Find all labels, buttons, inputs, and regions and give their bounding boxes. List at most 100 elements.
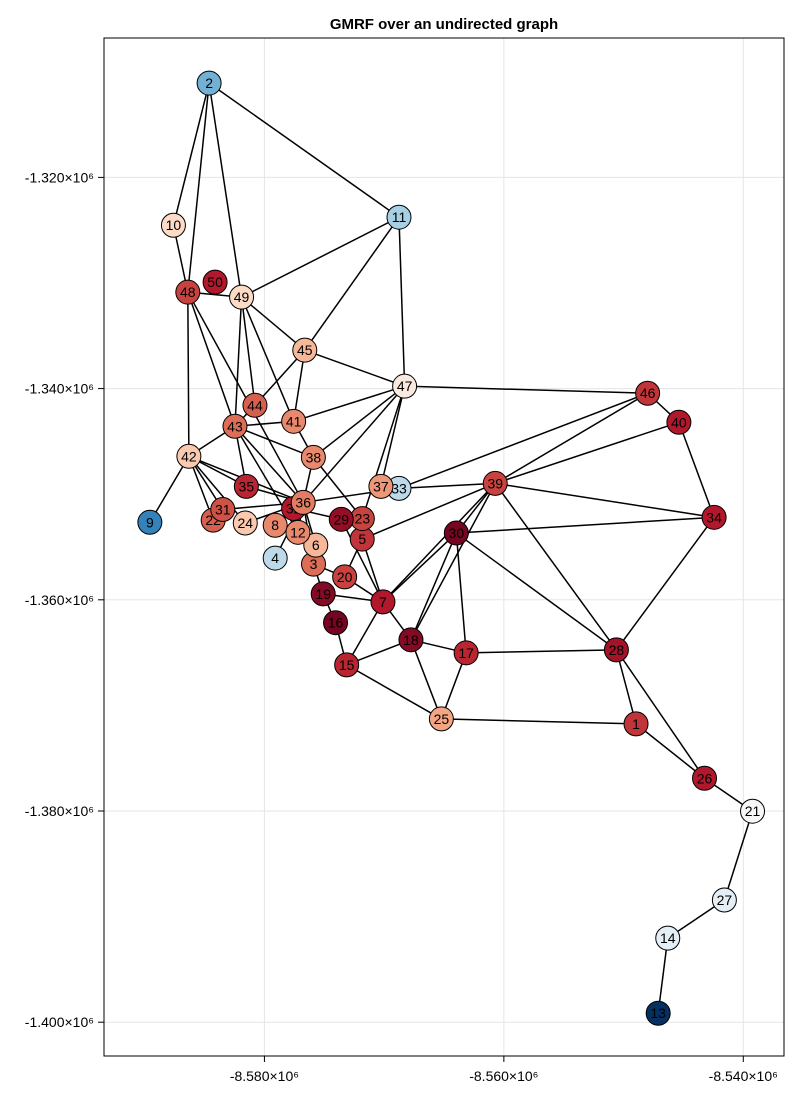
node-6 [303, 532, 329, 558]
node-label-15: 15 [339, 657, 355, 673]
node-45 [292, 337, 318, 363]
edge-43-38 [234, 425, 314, 459]
node-label-13: 13 [650, 1005, 666, 1021]
node-19 [310, 581, 336, 607]
edge-28-1 [615, 649, 637, 725]
node-label-8: 8 [271, 517, 279, 533]
node-38 [300, 444, 326, 470]
node-43 [222, 413, 248, 439]
edge-39-34 [495, 482, 715, 519]
node-11 [386, 204, 412, 230]
chart-title: GMRF over an undirected graph [329, 16, 559, 33]
node-label-7: 7 [379, 594, 387, 610]
node-label-12: 12 [290, 524, 306, 540]
node-24 [232, 510, 258, 536]
edge-11-45 [304, 216, 400, 351]
node-48 [175, 279, 201, 305]
node-label-33: 33 [391, 480, 407, 496]
edge-2-11 [208, 82, 400, 218]
node-12 [285, 519, 311, 545]
y-tick-label: -1.380×10⁶ [25, 803, 94, 819]
edge-23-38 [312, 456, 363, 520]
edge-18-25 [410, 639, 443, 720]
node-label-39: 39 [487, 475, 503, 491]
edge-47-38 [312, 385, 406, 458]
edge-49-43 [234, 297, 243, 427]
node-28 [603, 637, 629, 663]
node-label-26: 26 [697, 770, 713, 786]
node-label-6: 6 [312, 537, 320, 553]
edge-49-45 [241, 296, 306, 351]
node-label-34: 34 [706, 509, 722, 525]
node-29 [328, 506, 354, 532]
node-label-20: 20 [337, 569, 353, 585]
y-tick-label: -1.320×10⁶ [25, 169, 94, 185]
edge-17-30 [455, 532, 467, 653]
edge-17-28 [466, 649, 617, 654]
edge-48-43 [187, 291, 236, 427]
node-34 [701, 504, 727, 530]
node-label-18: 18 [403, 632, 419, 648]
node-36 [290, 489, 316, 515]
node-label-41: 41 [286, 413, 302, 429]
node-label-36: 36 [295, 494, 311, 510]
node-label-47: 47 [397, 378, 413, 394]
node-label-9: 9 [146, 514, 154, 530]
node-47 [392, 373, 418, 399]
edge-43-36 [234, 425, 304, 503]
edge-47-23 [361, 385, 406, 519]
edge-49-41 [240, 296, 295, 422]
edge-45-47 [304, 349, 405, 387]
node-14 [655, 925, 681, 951]
edge-14-13 [657, 938, 669, 1014]
edge-11-47 [398, 217, 406, 387]
edge-42-24 [188, 455, 246, 524]
edge-7-30 [382, 532, 457, 603]
x-tick-label: -8.540×10⁶ [709, 1068, 778, 1084]
node-label-2: 2 [205, 75, 213, 91]
edge-18-30 [410, 532, 458, 641]
node-label-19: 19 [315, 586, 331, 602]
node-10 [160, 212, 186, 238]
node-27 [711, 887, 737, 913]
node-label-42: 42 [181, 448, 197, 464]
node-46 [635, 380, 661, 406]
node-40 [666, 409, 692, 435]
edge-2-49 [208, 82, 243, 298]
node-50 [202, 269, 228, 295]
node-label-10: 10 [166, 217, 182, 233]
edge-39-40 [495, 421, 680, 485]
node-20 [332, 564, 358, 590]
edge-30-34 [456, 516, 715, 534]
edge-25-1 [441, 718, 637, 725]
y-tick-label: -1.400×10⁶ [25, 1014, 94, 1030]
node-label-4: 4 [271, 550, 279, 566]
edge-47-46 [404, 385, 648, 394]
edge-49-44 [240, 297, 256, 406]
edge-39-33 [398, 482, 496, 490]
y-tick-label: -1.360×10⁶ [25, 592, 94, 608]
x-tick-label: -8.560×10⁶ [469, 1068, 538, 1084]
edge-2-48 [187, 83, 210, 293]
edge-21-27 [723, 810, 754, 901]
node-label-40: 40 [671, 414, 687, 430]
edge-48-42 [187, 292, 190, 457]
edge-18-39 [410, 483, 496, 641]
node-label-45: 45 [297, 342, 313, 358]
grid-lines [104, 38, 784, 1056]
edge-5-39 [361, 482, 496, 540]
node-label-11: 11 [392, 209, 407, 225]
edge-1-26 [635, 723, 705, 779]
node-label-37: 37 [373, 478, 389, 494]
edge-42-9 [149, 455, 190, 523]
node-17 [453, 640, 479, 666]
node-7 [370, 589, 396, 615]
node-37 [368, 473, 394, 499]
node-18 [398, 627, 424, 653]
node-16 [323, 610, 349, 636]
node-label-43: 43 [227, 418, 243, 434]
node-label-23: 23 [355, 511, 371, 527]
edge-47-41 [293, 385, 405, 423]
edge-33-46 [398, 392, 648, 490]
node-44 [242, 392, 268, 418]
